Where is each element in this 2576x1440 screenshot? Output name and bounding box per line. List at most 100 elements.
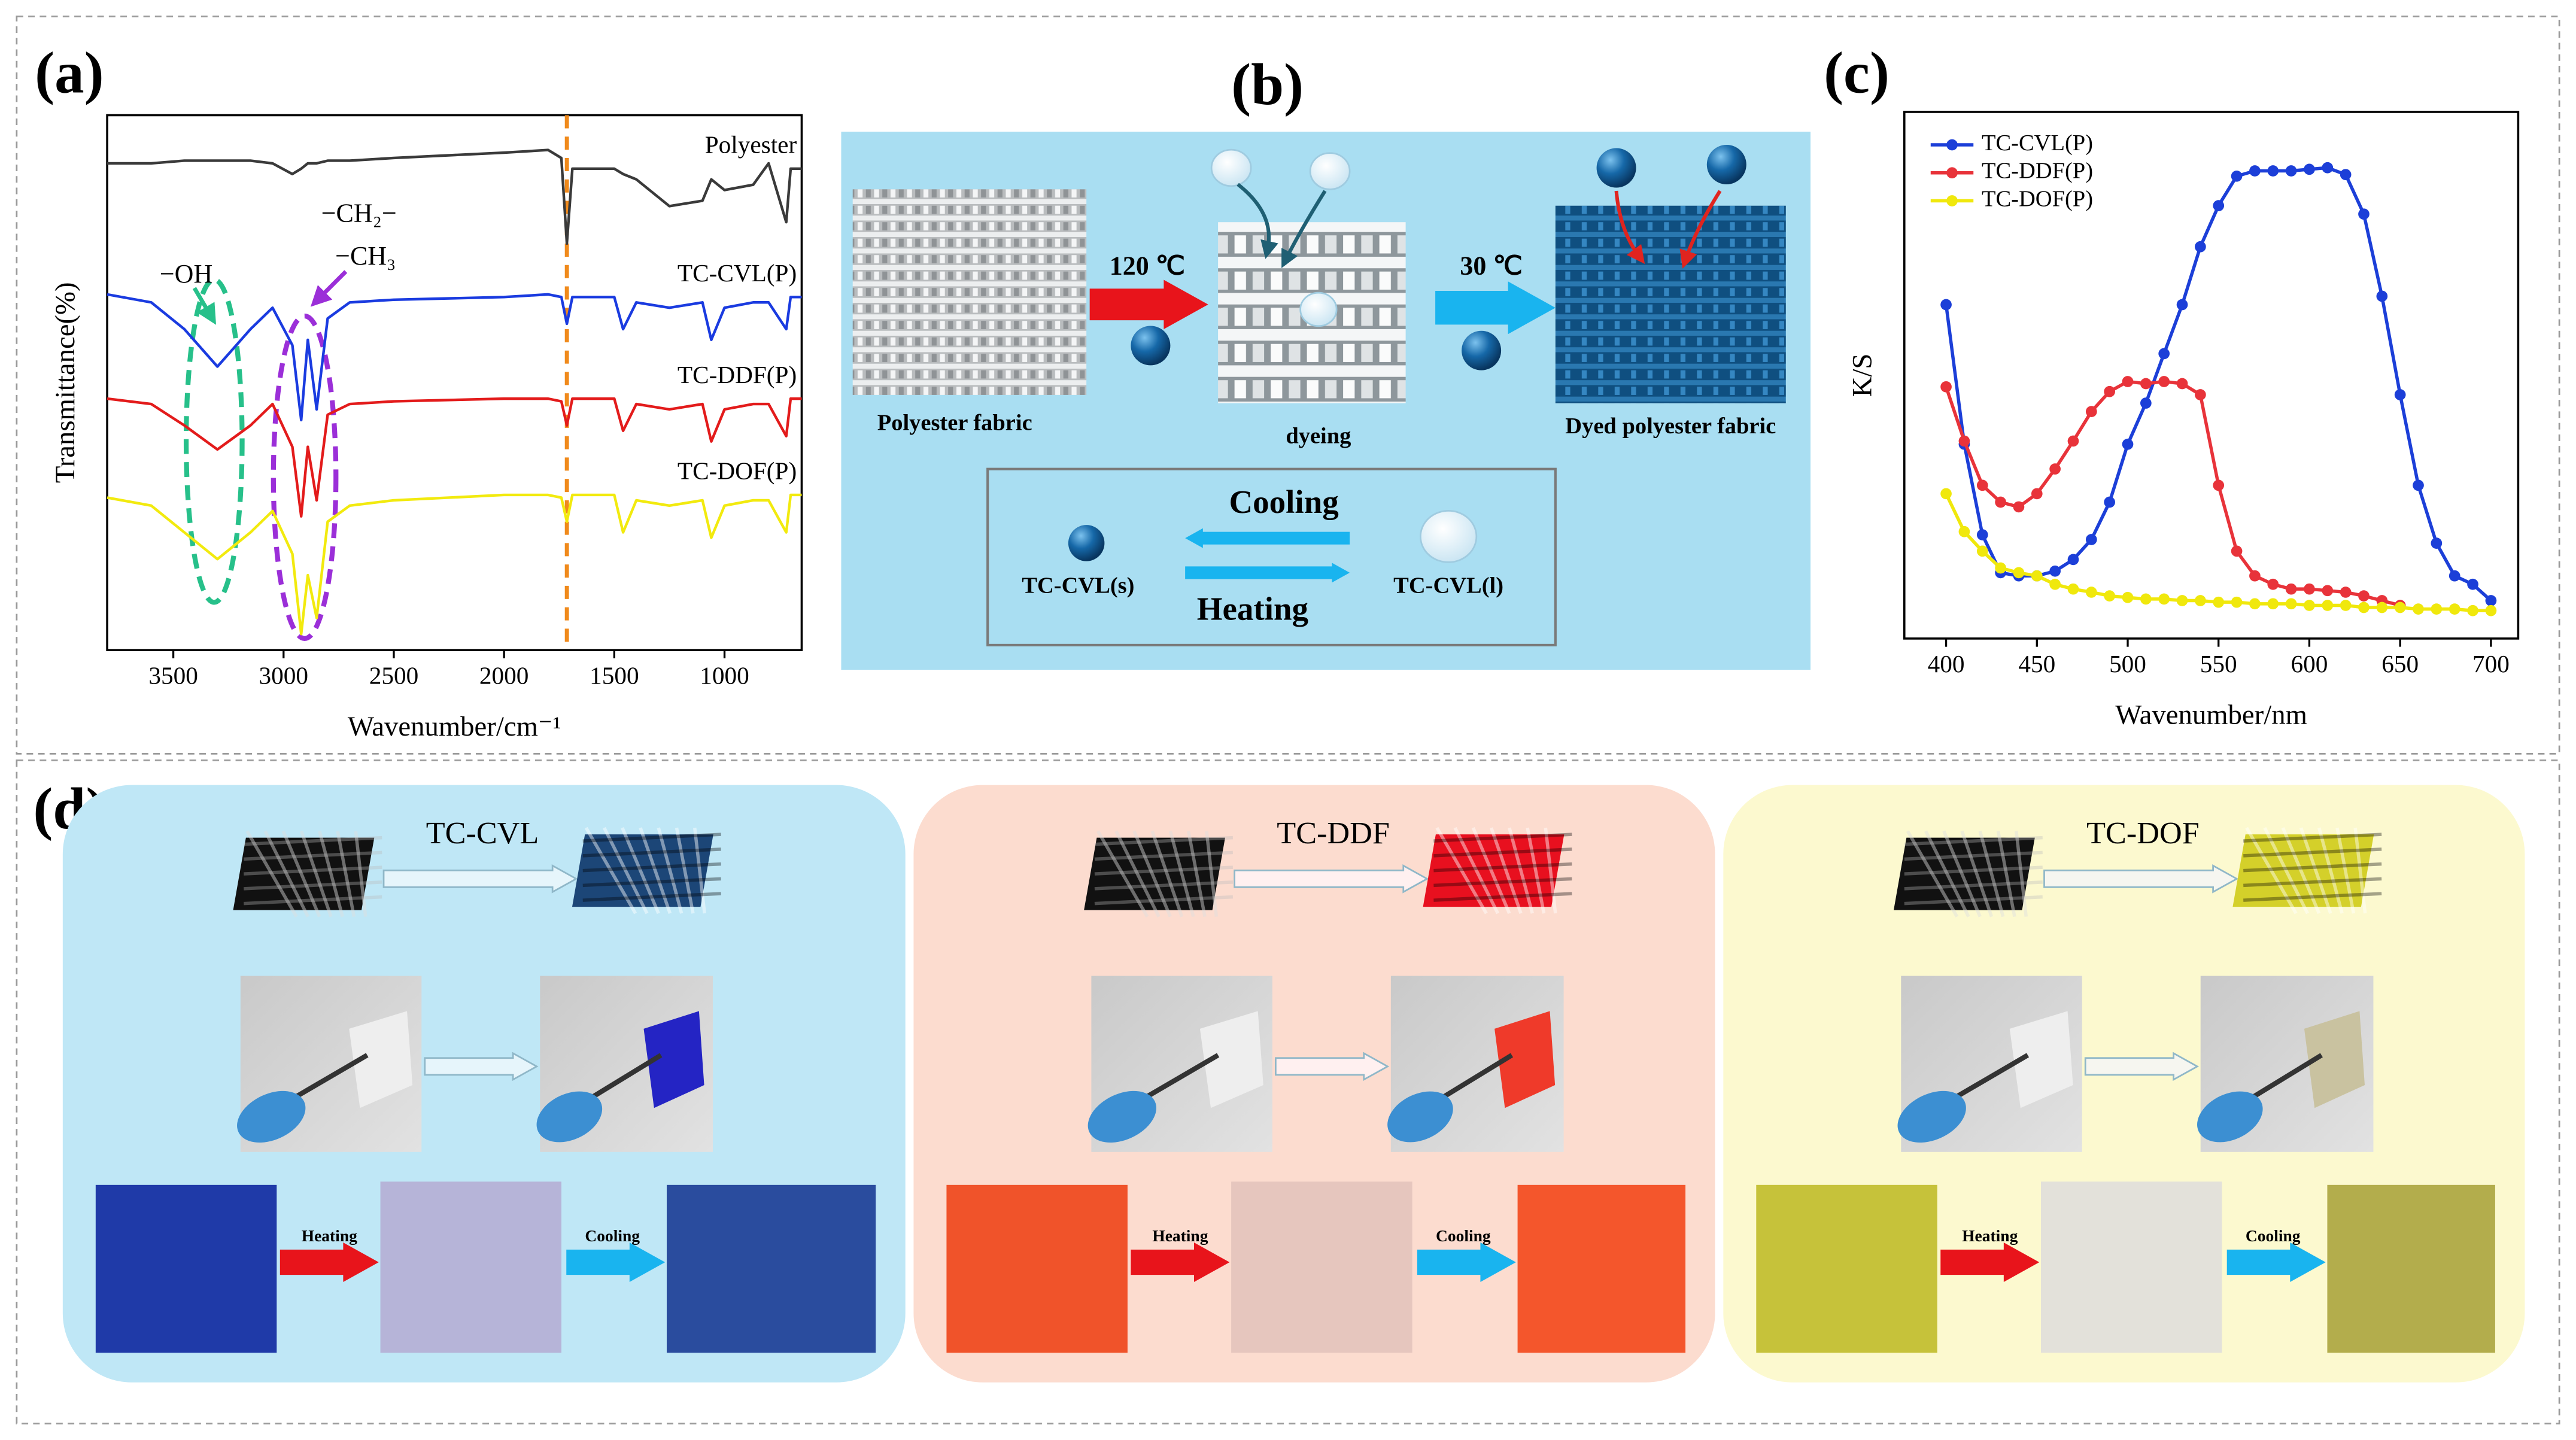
marker (2067, 583, 2079, 595)
x-tick-label: 400 (1928, 650, 1965, 678)
marker (2104, 496, 2116, 508)
fiber (244, 850, 382, 861)
plot-frame (1903, 111, 2520, 640)
marker (1976, 479, 1988, 491)
marker (2358, 590, 2370, 601)
fiber (244, 836, 382, 846)
marker (2267, 578, 2279, 590)
marker (2340, 169, 2352, 181)
dye-liquid (1419, 510, 1478, 563)
fabric-piece (643, 1011, 704, 1108)
tweezers (582, 1053, 663, 1105)
tweezers (2242, 1053, 2323, 1105)
fiber (1094, 880, 1234, 891)
step-label: Heating (1152, 1227, 1208, 1245)
marker (2085, 406, 2097, 417)
x-tick-label: 450 (2018, 650, 2055, 678)
marker (2340, 587, 2352, 598)
annotation: −OH (160, 259, 212, 288)
marker (2449, 603, 2460, 615)
marker (2176, 378, 2188, 390)
fabric-swatch (1756, 1184, 1937, 1353)
marker (2340, 600, 2352, 611)
fiber (1544, 827, 1557, 914)
fiber (582, 892, 721, 902)
fiber (582, 847, 721, 858)
ch-ellipse (271, 313, 339, 642)
marker (2267, 598, 2279, 610)
label: 120 ℃ (1110, 251, 1185, 280)
fiber (1978, 830, 2005, 918)
marker (1995, 496, 2006, 508)
marker (2140, 593, 2152, 605)
legend-marker (1946, 195, 1958, 206)
tweezers (284, 1053, 369, 1105)
marker (2467, 604, 2478, 616)
marker (2213, 200, 2225, 211)
marker (2031, 488, 2043, 500)
x-tick-label: 2000 (479, 661, 528, 689)
fiber (1904, 850, 2043, 861)
fabric-swatch (1517, 1184, 1686, 1353)
dye-label: TC-CVL (426, 816, 539, 850)
marker (2285, 165, 2297, 177)
fabric-piece (2304, 1011, 2365, 1108)
marker (2376, 601, 2388, 613)
fiber (2335, 827, 2356, 914)
fabric-piece (1494, 1011, 1556, 1108)
flow-arrow (1237, 183, 1278, 259)
marker (2176, 299, 2188, 311)
fiber (1094, 865, 1234, 876)
marker (2067, 435, 2079, 447)
fiber (1205, 831, 1219, 917)
label: 30 ℃ (1460, 251, 1522, 280)
fiber (582, 833, 721, 843)
fiber (318, 830, 344, 918)
marker (2394, 601, 2406, 613)
y-axis-title: K/S (1846, 354, 1878, 397)
marker (1976, 529, 1988, 540)
marker (2049, 463, 2061, 475)
fiber (1114, 830, 1161, 918)
series-label: TC-CVL(P) (678, 259, 797, 287)
marker (2013, 567, 2025, 579)
fiber (603, 827, 649, 915)
x-tick-label: 600 (2291, 650, 2328, 678)
dye-solid (1706, 144, 1746, 184)
x-tick-label: 3000 (259, 661, 308, 689)
oh-ellipse (183, 277, 245, 605)
fiber (639, 827, 672, 914)
cool-arrow (1435, 281, 1556, 335)
fiber (1094, 836, 1234, 846)
marker (2431, 537, 2443, 549)
fiber (2299, 827, 2332, 914)
x-axis-title: Wavenumber/nm (2115, 700, 2307, 731)
flow-arrow (1614, 190, 1645, 265)
marker (2049, 565, 2061, 577)
panel-label: (b) (1231, 52, 1304, 117)
fiber (2243, 847, 2382, 858)
fiber (2281, 827, 2321, 915)
annotation: −CH₂− (321, 198, 397, 227)
dye-solid (1596, 148, 1636, 188)
step-label: Cooling (585, 1227, 640, 1245)
ch-arrow (310, 270, 348, 307)
marker (2049, 578, 2061, 590)
marker (1958, 435, 1970, 447)
x-tick-label: 1500 (590, 661, 639, 689)
series-line (107, 397, 802, 518)
panel-label: (c) (1824, 41, 1890, 106)
fiber (1150, 830, 1184, 918)
label: TC-CVL(l) (1393, 573, 1503, 598)
label: Heating (1197, 591, 1308, 627)
panel-label: (a) (35, 41, 104, 106)
series-line (1944, 166, 2492, 602)
marker (2067, 554, 2079, 566)
fiber (1906, 830, 1959, 918)
marker (2213, 479, 2225, 491)
heat-arrow (1185, 563, 1350, 583)
fiber (1996, 831, 2016, 918)
cool-arrow (1185, 528, 1350, 548)
marker (2231, 545, 2243, 557)
fabric-swatch (2327, 1184, 2495, 1353)
